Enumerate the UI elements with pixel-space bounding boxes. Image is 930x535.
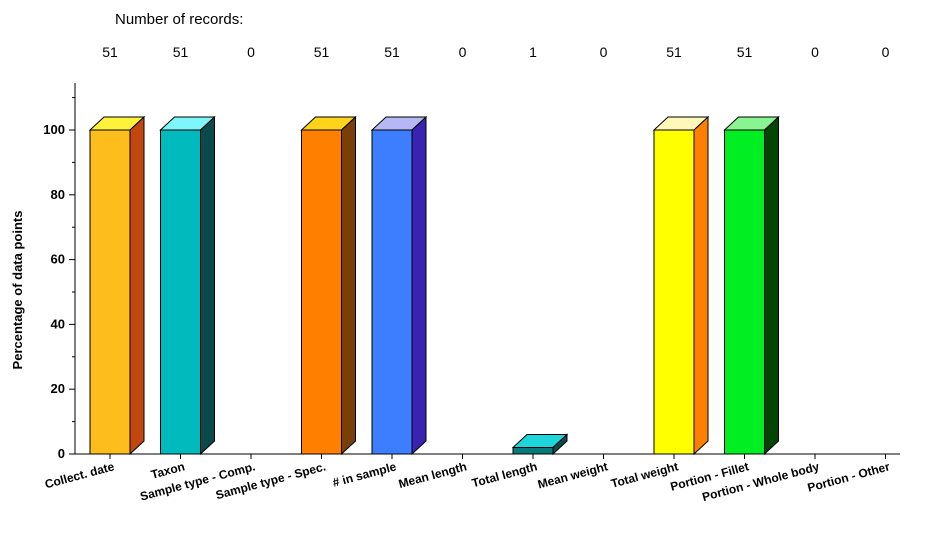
- bar-side: [411, 115, 427, 456]
- bar: [88, 115, 146, 456]
- category-label: # in sample: [331, 459, 398, 490]
- bar-side: [764, 115, 779, 456]
- bar-front: [724, 129, 765, 455]
- record-counts: 51 51 0 51 51 0 1 0 51 51 0 0: [102, 44, 889, 60]
- y-tick-label: 40: [51, 316, 65, 331]
- record-count: 51: [314, 44, 330, 60]
- bar-front: [653, 129, 695, 455]
- category-label: Collect. date: [43, 459, 116, 491]
- record-count: 51: [173, 44, 189, 60]
- record-count: 0: [600, 44, 608, 60]
- category-label: Total length: [470, 459, 538, 490]
- y-tick-label: 0: [58, 446, 65, 461]
- bars: [88, 115, 780, 456]
- bar-front: [512, 447, 554, 455]
- bar-front: [301, 129, 342, 455]
- category-label: Mean length: [397, 459, 468, 491]
- record-count: 51: [102, 44, 118, 60]
- record-count: 1: [529, 44, 537, 60]
- y-tick-label: 20: [51, 381, 65, 396]
- y-axis-title: Percentage of data points: [10, 211, 25, 370]
- record-count: 0: [459, 44, 467, 60]
- record-count: 0: [882, 44, 890, 60]
- category-label: Portion - Other: [806, 459, 892, 495]
- bar-front: [371, 129, 413, 455]
- records-title: Number of records:: [115, 11, 243, 28]
- bar-front: [89, 129, 131, 455]
- bar: [511, 433, 569, 456]
- record-count: 0: [247, 44, 255, 60]
- bar: [300, 115, 357, 456]
- bar: [370, 115, 428, 456]
- record-count: 51: [384, 44, 400, 60]
- category-label: Mean weight: [536, 459, 609, 491]
- y-tick-label: 100: [43, 122, 65, 137]
- y-tick-label: 60: [51, 252, 65, 267]
- bar-front: [160, 129, 201, 455]
- y-tick-label: 80: [51, 187, 65, 202]
- bar: [723, 115, 780, 456]
- record-count: 51: [666, 44, 682, 60]
- bar: [159, 115, 216, 456]
- bar-side: [341, 115, 356, 456]
- record-count: 51: [737, 44, 753, 60]
- category-label: Total weight: [609, 459, 679, 490]
- y-axis-ticks: 0 20 40 60 80 100: [43, 97, 75, 461]
- bar: [652, 115, 710, 456]
- record-count: 0: [811, 44, 819, 60]
- bar-side: [552, 433, 568, 456]
- bar-side: [200, 115, 215, 456]
- bar-side: [129, 115, 145, 456]
- bar-side: [693, 115, 709, 456]
